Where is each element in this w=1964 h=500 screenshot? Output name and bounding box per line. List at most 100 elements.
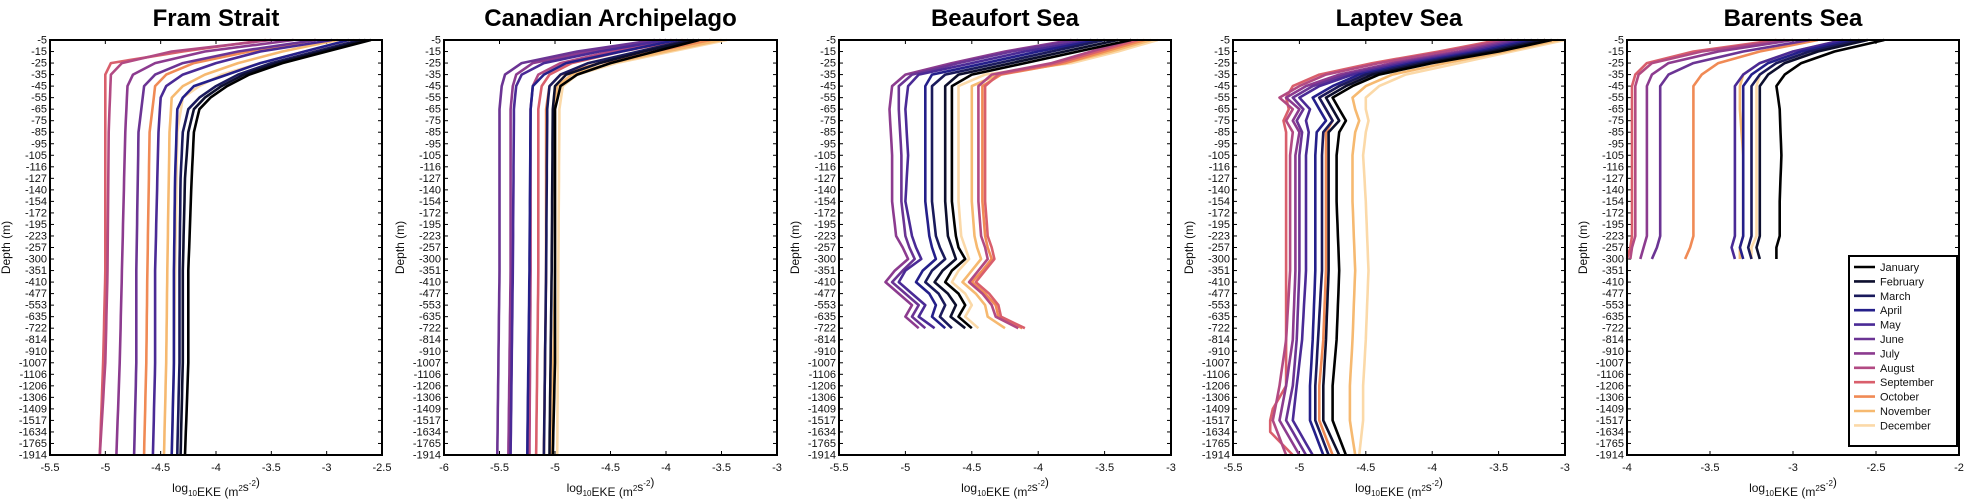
y-tick-label: -300 xyxy=(25,254,47,266)
x-tick-label: -3.5 xyxy=(262,462,281,474)
series-line-april xyxy=(1308,38,1533,456)
y-tick-label: -85 xyxy=(1608,127,1624,139)
x-axis-label-part: ) xyxy=(1045,475,1049,489)
y-tick-label: -1007 xyxy=(19,357,47,369)
x-tick-label: -2 xyxy=(1954,462,1964,474)
legend-label: February xyxy=(1880,276,1925,288)
series-line-august xyxy=(1271,38,1506,456)
x-axis-label-part: 10 xyxy=(583,489,592,498)
x-axis-label-part: 2 xyxy=(1027,484,1032,493)
x-axis-label: log10EKE (m2s-2) xyxy=(1355,475,1443,499)
y-tick-label: -25 xyxy=(31,58,47,70)
series-line-october xyxy=(142,38,316,456)
y-tick-label: -195 xyxy=(1602,219,1624,231)
y-tick-label: -140 xyxy=(419,184,441,196)
y-tick-label: -257 xyxy=(25,242,47,254)
x-tick-label: -3 xyxy=(772,462,782,474)
x-tick-label: -5.5 xyxy=(830,462,849,474)
series-line-february xyxy=(179,38,366,456)
legend-label: September xyxy=(1880,377,1934,389)
x-axis-label: log10EKE (m2s-2) xyxy=(961,475,1049,499)
x-tick-label: -2.5 xyxy=(1867,462,1886,474)
x-axis-label-part: ) xyxy=(256,475,260,489)
axes-frame xyxy=(1232,39,1566,456)
y-tick-label: -5 xyxy=(1614,35,1624,47)
legend-label: July xyxy=(1880,348,1900,360)
y-tick-label: -1517 xyxy=(808,415,836,427)
x-tick-label: -4 xyxy=(1427,462,1437,474)
series-line-june xyxy=(1284,38,1519,456)
x-axis-label-part: -2 xyxy=(1432,479,1440,488)
y-tick-label: -105 xyxy=(1602,150,1624,162)
series-line-june xyxy=(890,38,1079,330)
y-tick-label: -5 xyxy=(431,35,441,47)
x-axis-label-part: EKE (m xyxy=(197,485,238,499)
y-tick-label: -722 xyxy=(814,323,836,335)
y-tick-label: -1007 xyxy=(808,357,836,369)
y-tick-label: -1206 xyxy=(1202,380,1230,392)
y-tick-label: -1306 xyxy=(1596,392,1624,404)
y-tick-label: -195 xyxy=(419,219,441,231)
x-tick-label: -3 xyxy=(1788,462,1798,474)
y-tick-label: -635 xyxy=(25,311,47,323)
y-tick-label: -55 xyxy=(1608,92,1624,104)
y-tick-label: -1206 xyxy=(413,380,441,392)
y-tick-label: -15 xyxy=(425,46,441,58)
y-tick-label: -15 xyxy=(820,46,836,58)
y-tick-label: -1765 xyxy=(1202,438,1230,450)
legend-label: April xyxy=(1880,305,1902,317)
series-line-september xyxy=(98,38,266,456)
y-tick-label: -300 xyxy=(1208,254,1230,266)
series-line-july xyxy=(1639,38,1794,260)
series-line-may xyxy=(151,38,333,456)
y-tick-label: -351 xyxy=(25,265,47,277)
legend-item: June xyxy=(1854,334,1904,346)
y-tick-label: -814 xyxy=(25,334,47,346)
series-line-december xyxy=(950,38,1159,330)
x-axis-label-part: s xyxy=(1820,480,1826,494)
y-tick-label: -172 xyxy=(25,207,47,219)
y-tick-label: -1106 xyxy=(20,369,47,381)
y-tick-label: -95 xyxy=(425,138,441,150)
y-tick-label: -223 xyxy=(419,230,441,242)
series-line-april xyxy=(1738,38,1852,260)
legend-label: May xyxy=(1880,320,1901,332)
y-tick-label: -1106 xyxy=(1597,369,1624,381)
y-tick-label: -85 xyxy=(1214,127,1230,139)
x-tick-label: -4 xyxy=(1622,462,1632,474)
y-tick-label: -1106 xyxy=(1203,369,1230,381)
x-axis-label-part: ) xyxy=(1833,475,1837,489)
y-tick-label: -5 xyxy=(37,35,47,47)
y-tick-label: -15 xyxy=(1608,46,1624,58)
series-line-august xyxy=(98,38,272,456)
x-axis-label-part: 2 xyxy=(633,484,638,493)
y-tick-label: -635 xyxy=(419,311,441,323)
y-tick-label: -410 xyxy=(1602,277,1624,289)
y-tick-label: -140 xyxy=(814,184,836,196)
y-tick-label: -1914 xyxy=(413,450,441,462)
x-axis-label-part: s xyxy=(1426,480,1432,494)
y-tick-label: -1517 xyxy=(19,415,47,427)
y-tick-label: -195 xyxy=(25,219,47,231)
axes-frame xyxy=(443,39,778,456)
x-axis-label-part: -2 xyxy=(1826,479,1834,488)
y-tick-label: -477 xyxy=(814,288,836,300)
x-tick-label: -3 xyxy=(1166,462,1176,474)
y-tick-label: -5 xyxy=(826,35,836,47)
series-line-october xyxy=(1683,38,1819,260)
y-tick-label: -257 xyxy=(419,242,441,254)
x-axis-label: log10EKE (m2s-2) xyxy=(1749,475,1837,499)
y-tick-label: -553 xyxy=(1602,300,1624,312)
y-tick-label: -635 xyxy=(1602,311,1624,323)
y-tick-label: -1914 xyxy=(808,450,836,462)
y-tick-label: -105 xyxy=(1208,150,1230,162)
y-tick-label: -35 xyxy=(820,69,836,81)
x-axis-label-part: s xyxy=(637,480,643,494)
y-tick-label: -154 xyxy=(1208,196,1230,208)
x-axis-label-part: EKE (m xyxy=(986,485,1027,499)
y-tick-label: -1517 xyxy=(1202,415,1230,427)
series-line-november xyxy=(550,38,722,456)
x-axis-label-part: EKE (m xyxy=(1380,485,1421,499)
y-tick-label: -140 xyxy=(25,184,47,196)
y-tick-label: -127 xyxy=(1602,173,1624,185)
